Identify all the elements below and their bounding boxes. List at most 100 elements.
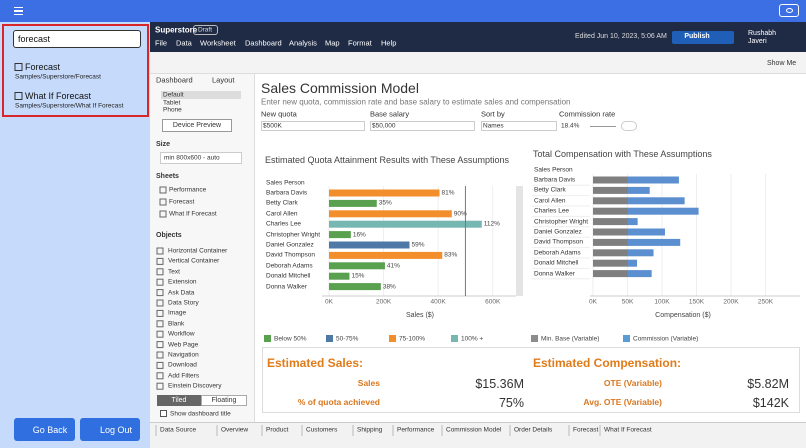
- object-item[interactable]: Add Filters: [168, 372, 200, 380]
- sheet-tab[interactable]: Product: [266, 426, 289, 434]
- result-icon: [14, 63, 23, 71]
- parameter-value[interactable]: 18.4%: [561, 122, 580, 130]
- menu-item[interactable]: Help: [381, 38, 397, 48]
- summary-heading: Estimated Compensation:: [533, 356, 682, 371]
- rate-slider[interactable]: [590, 126, 616, 127]
- view-icon[interactable]: [779, 4, 799, 17]
- sheet-tab[interactable]: Forecast: [573, 426, 599, 434]
- object-item[interactable]: Image: [168, 309, 187, 317]
- x-tick-label: 600K: [485, 298, 501, 306]
- menu-item[interactable]: Worksheet: [200, 38, 236, 48]
- menu-item[interactable]: File: [155, 38, 168, 48]
- base-input[interactable]: [370, 121, 475, 131]
- rate-arrows[interactable]: [621, 121, 637, 131]
- sort-dropdown[interactable]: [481, 121, 557, 131]
- menu-icon[interactable]: [14, 7, 23, 15]
- result-path[interactable]: Samples/Superstore/What If Forecast: [15, 102, 124, 110]
- search-query[interactable]: forecast: [18, 33, 51, 44]
- menu-item[interactable]: Dashboard: [245, 38, 282, 48]
- sheet-item[interactable]: What If Forecast: [169, 210, 217, 218]
- publish-button[interactable]: [672, 31, 734, 44]
- tiled-toggle[interactable]: [157, 395, 201, 406]
- sheet-icon: [159, 198, 167, 206]
- x-tick-label: 0K: [325, 298, 333, 306]
- x-tick-label: 100K: [654, 298, 670, 306]
- result-title[interactable]: Forecast: [25, 61, 61, 72]
- sheet-item[interactable]: Performance: [169, 186, 207, 194]
- object-icon: [156, 330, 164, 338]
- object-item[interactable]: Einstein Discovery: [168, 382, 222, 390]
- legend-swatch: [389, 335, 396, 342]
- legend-swatch: [326, 335, 333, 342]
- device-option[interactable]: Tablet: [163, 98, 181, 106]
- device-preview-button[interactable]: [162, 119, 232, 132]
- sidebar-tab[interactable]: Layout: [212, 75, 235, 85]
- layout-mode[interactable]: Tiled: [171, 396, 187, 404]
- device-preview-label[interactable]: Device Preview: [172, 121, 222, 129]
- object-item[interactable]: Workflow: [168, 330, 195, 338]
- sidebar-tab[interactable]: Dashboard: [156, 75, 193, 85]
- parameter-value[interactable]: $500K: [263, 122, 282, 130]
- sheet-item[interactable]: Forecast: [169, 198, 195, 206]
- object-item[interactable]: Vertical Container: [168, 257, 220, 265]
- user-name[interactable]: Rushabh Javeri: [748, 29, 777, 45]
- object-item[interactable]: Extension: [168, 278, 197, 286]
- section-heading: Sheets: [156, 172, 179, 180]
- object-item[interactable]: Blank: [168, 320, 185, 328]
- quota-input[interactable]: [261, 121, 365, 131]
- log-out-button[interactable]: [80, 418, 140, 441]
- legend-label: Below 50%: [274, 335, 307, 343]
- go-back-label[interactable]: Go Back: [32, 424, 68, 435]
- result-path[interactable]: Samples/Superstore/Forecast: [15, 73, 101, 81]
- publish-label[interactable]: Publish: [684, 32, 710, 40]
- menu-item[interactable]: Analysis: [289, 38, 317, 48]
- device-option[interactable]: Phone: [163, 106, 182, 114]
- sheet-tab[interactable]: Customers: [306, 426, 338, 434]
- object-item[interactable]: Download: [168, 361, 197, 369]
- log-out-label[interactable]: Log Out: [99, 424, 133, 435]
- object-item[interactable]: Navigation: [168, 351, 199, 359]
- bar-segment: [593, 228, 628, 236]
- object-item[interactable]: Text: [168, 268, 180, 276]
- go-back-button[interactable]: [14, 418, 75, 441]
- legend-label: 75-100%: [399, 335, 426, 343]
- checkbox-label[interactable]: Show dashboard title: [170, 410, 231, 418]
- object-item[interactable]: Ask Data: [168, 288, 195, 296]
- parameter-value[interactable]: Names: [483, 122, 504, 130]
- sidebar: [150, 74, 255, 422]
- size-value[interactable]: min 800x600 - auto: [164, 154, 220, 162]
- device-option[interactable]: Default: [163, 91, 184, 99]
- object-item[interactable]: Data Story: [168, 299, 199, 307]
- menu-item[interactable]: Data: [176, 38, 192, 48]
- sheet-tab[interactable]: What If Forecast: [604, 426, 652, 434]
- checkbox[interactable]: [160, 410, 167, 417]
- object-icon: [156, 341, 164, 349]
- object-item[interactable]: Horizontal Container: [168, 247, 228, 255]
- layout-mode[interactable]: Floating: [211, 396, 237, 404]
- size-dropdown[interactable]: [160, 152, 242, 164]
- sheet-tab[interactable]: Shipping: [357, 426, 383, 434]
- sheet-tab[interactable]: Performance: [397, 426, 435, 434]
- sheet-tab[interactable]: Overview: [221, 426, 249, 434]
- show-me[interactable]: Show Me: [767, 59, 797, 67]
- sheet-tab[interactable]: Data Source: [160, 426, 197, 434]
- object-item[interactable]: Web Page: [168, 340, 199, 348]
- sheet-tab[interactable]: Commission Model: [446, 426, 502, 434]
- menu-item[interactable]: Format: [348, 38, 372, 48]
- object-icon: [156, 299, 164, 307]
- search-input[interactable]: [13, 30, 141, 48]
- draft-badge: [193, 25, 218, 35]
- value-label: 15%: [351, 272, 365, 280]
- object-icon: [156, 289, 164, 297]
- workbook-name: Superstore: [155, 25, 198, 35]
- sheet-tab[interactable]: Order Details: [514, 426, 553, 434]
- result-title[interactable]: What If Forecast: [25, 90, 92, 101]
- object-icon: [156, 361, 164, 369]
- menu-item[interactable]: Map: [325, 38, 340, 48]
- row-label: Barbara Davis: [534, 176, 576, 184]
- summary-label: Sales: [357, 378, 380, 389]
- parameter-value[interactable]: $50,000: [372, 122, 396, 130]
- floating-toggle[interactable]: [201, 395, 247, 406]
